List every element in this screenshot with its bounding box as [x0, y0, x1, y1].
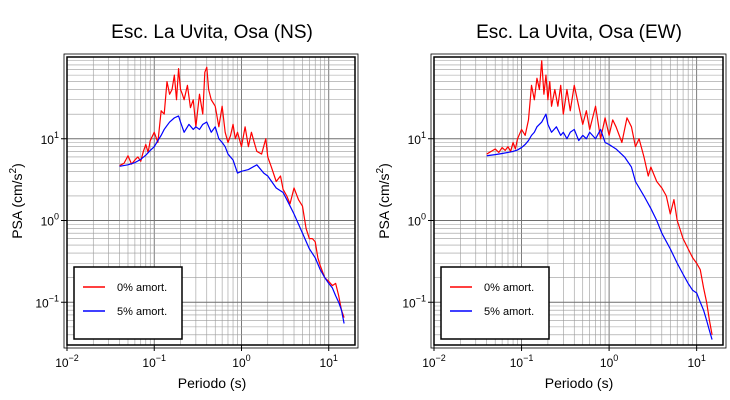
x-tick-label: 10−2: [422, 353, 446, 370]
legend-label: 5% amort.: [484, 306, 534, 318]
plot-frame: [433, 56, 724, 346]
chart-panel-1: Esc. La Uvita, Osa (NS) 10−2 10−1 100 101 10−…: [8, 22, 359, 391]
legend-label: 0% amort.: [117, 282, 167, 294]
legend-label: 5% amort.: [117, 306, 167, 318]
plot-frame-outer: [430, 53, 727, 349]
x-tick-label: 100: [600, 353, 618, 370]
x-tick-label: 10−1: [510, 353, 534, 370]
chart-title: Esc. La Uvita, Osa (NS): [111, 22, 313, 43]
series-line-red: [119, 66, 345, 318]
x-axis-label: Periodo (s): [178, 375, 246, 391]
series-line-red: [486, 60, 713, 335]
y-tick-label: 10−1: [402, 293, 426, 310]
legend-box: [440, 266, 550, 340]
legend-label: 0% amort.: [484, 282, 534, 294]
x-tick-label: 101: [687, 353, 705, 370]
x-tick-label: 100: [232, 353, 250, 370]
legend: 0% amort. 5% amort.: [73, 266, 183, 340]
grid: [66, 56, 356, 346]
series-line-blue: [119, 115, 345, 324]
legend: 0% amort. 5% amort.: [440, 266, 550, 340]
y-tick-label: 101: [41, 130, 59, 147]
y-tick-label: 10−1: [35, 293, 59, 310]
x-axis-label: Periodo (s): [545, 375, 613, 391]
chart-title: Esc. La Uvita, Osa (EW): [476, 22, 682, 43]
y-axis-label: PSA (cm/s2): [8, 163, 25, 239]
y-tick-label: 101: [408, 130, 426, 147]
x-tick-label: 10−1: [142, 353, 166, 370]
x-tick-label: 10−2: [55, 353, 79, 370]
series-line-blue: [486, 113, 713, 340]
x-tick-label: 101: [320, 353, 338, 370]
y-tick-label: 100: [408, 212, 426, 229]
y-tick-label: 100: [41, 212, 59, 229]
y-axis-label: PSA (cm/s2): [375, 163, 392, 239]
legend-box: [73, 266, 183, 340]
plot-frame-outer: [63, 53, 359, 349]
plot-frame: [66, 56, 356, 346]
chart-panel-2: Esc. La Uvita, Osa (EW) 10−2 10−1 100 101 10−…: [375, 22, 727, 391]
